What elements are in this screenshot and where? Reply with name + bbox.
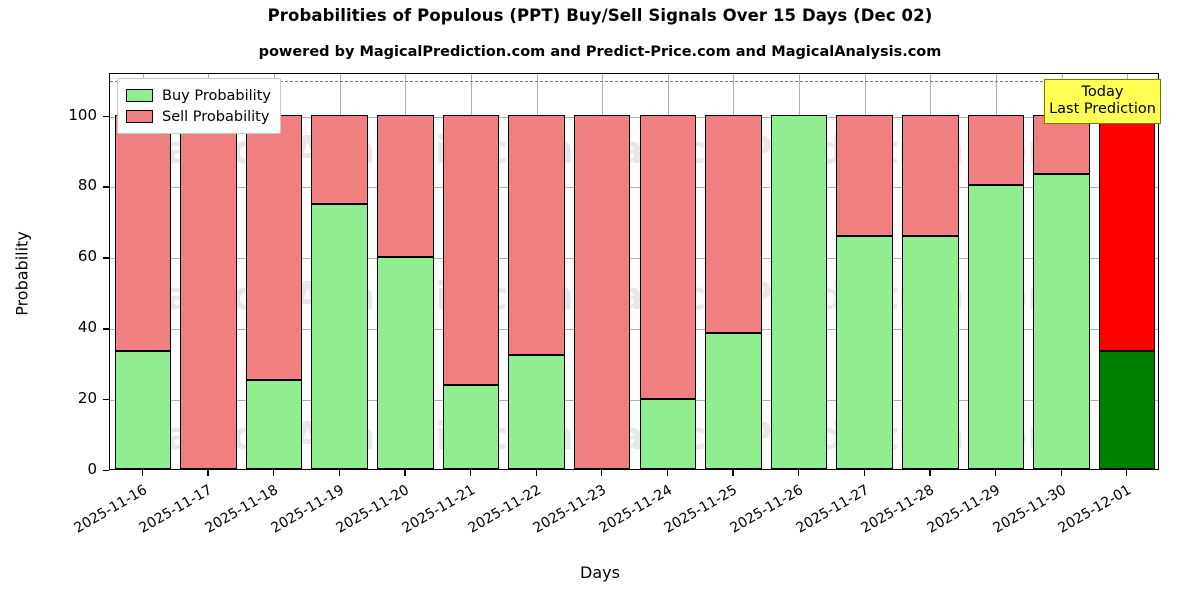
bar-segment-buy[interactable] [114,350,172,469]
reference-line [110,81,1158,83]
bar-segment-sell[interactable] [245,114,303,381]
x-tick-mark [338,470,340,476]
bar-segment-buy[interactable] [705,332,762,469]
legend-swatch-buy [126,89,153,102]
bar-group[interactable] [311,74,368,469]
bar-group[interactable] [573,74,631,469]
chart-title: Probabilities of Populous (PPT) Buy/Sell… [267,6,933,25]
x-tick-mark [535,470,537,476]
bar-segment-buy[interactable] [311,203,368,469]
y-tick-mark [103,328,109,330]
x-tick-mark [994,470,997,476]
x-tick-mark [863,470,865,476]
bar-segment-sell[interactable] [508,114,565,355]
y-tick-label: 0 [87,460,97,478]
legend-item-sell: Sell Probability [126,106,271,127]
x-tick-mark [798,470,800,476]
bar-group[interactable] [1098,74,1156,469]
x-tick-mark [404,470,406,476]
bar-segment-buy[interactable] [442,384,500,469]
bar-segment-buy[interactable] [639,398,697,469]
today-label-line2: Last Prediction [1049,101,1156,118]
gridline [110,400,1158,402]
x-axis-label: Days [580,563,620,582]
bar-group[interactable] [902,74,959,469]
x-tick-mark [1060,470,1062,476]
bar-group[interactable] [705,74,762,469]
bar-segment-buy[interactable] [836,235,893,469]
bar-segment-sell[interactable] [180,114,237,469]
bar-segment-sell[interactable] [1033,114,1090,174]
gridline [110,329,1158,331]
x-tick-mark [469,470,472,476]
bar-segment-buy[interactable] [770,114,828,469]
x-tick-mark [666,470,669,476]
bar-segment-sell[interactable] [705,114,762,333]
bar-segment-buy[interactable] [245,380,303,469]
x-tick-mark [732,470,734,476]
bar-segment-buy[interactable] [967,185,1025,469]
bar-segment-buy[interactable] [1098,350,1156,469]
y-tick-label: 20 [77,389,97,408]
y-tick-mark [103,470,109,472]
bar-segment-sell[interactable] [639,114,697,399]
gridline [110,187,1158,189]
x-tick-mark [273,470,275,476]
bar-group[interactable] [1033,74,1090,469]
bar-segment-buy[interactable] [508,354,565,469]
x-tick-mark [601,470,603,476]
bar-group[interactable] [377,74,434,469]
bar-segment-sell[interactable] [836,114,893,236]
bar-segment-sell[interactable] [902,114,959,236]
chart-subtitle: powered by MagicalPrediction.com and Pre… [258,44,942,60]
y-tick-mark [103,399,109,401]
bar-group[interactable] [770,74,828,469]
legend-swatch-sell [126,110,153,123]
y-tick-label: 80 [77,176,97,195]
bar-segment-buy[interactable] [902,235,959,469]
bar-group[interactable] [639,74,697,469]
bar-group[interactable] [442,74,500,469]
bar-group[interactable] [180,74,237,469]
bar-segment-sell[interactable] [377,114,434,258]
bar-segment-sell[interactable] [573,114,631,469]
legend-label-sell: Sell Probability [162,108,270,125]
bar-group[interactable] [245,74,303,469]
today-callout: Today Last Prediction [1044,79,1161,125]
y-tick-mark [103,257,109,259]
bar-segment-buy[interactable] [1033,173,1090,469]
chart-legend: Buy Probability Sell Probability [117,78,281,134]
x-tick-mark [141,470,144,476]
x-tick-mark [929,470,931,476]
gridline [110,258,1158,260]
bar-series-layer [110,74,1158,469]
y-tick-label: 40 [77,318,97,337]
bar-group[interactable] [114,74,172,469]
bar-segment-sell[interactable] [114,114,172,351]
y-tick-mark [103,186,109,188]
bar-group[interactable] [508,74,565,469]
bar-segment-sell[interactable] [311,114,368,204]
x-tick-mark [207,470,209,476]
gridline [110,116,1158,118]
bar-segment-buy[interactable] [377,257,434,469]
today-label-line1: Today [1081,84,1124,100]
bar-segment-sell[interactable] [1098,114,1156,351]
bar-segment-sell[interactable] [967,114,1025,186]
legend-label-buy: Buy Probability [162,87,271,104]
y-tick-label: 100 [68,105,97,124]
bar-segment-sell[interactable] [442,114,500,385]
bar-group[interactable] [836,74,893,469]
bar-group[interactable] [967,74,1025,469]
y-tick-mark [103,115,109,117]
y-axis-label: Probability [12,231,32,316]
x-tick-mark [1126,470,1128,476]
legend-item-buy: Buy Probability [126,85,271,106]
y-tick-label: 60 [77,247,97,266]
